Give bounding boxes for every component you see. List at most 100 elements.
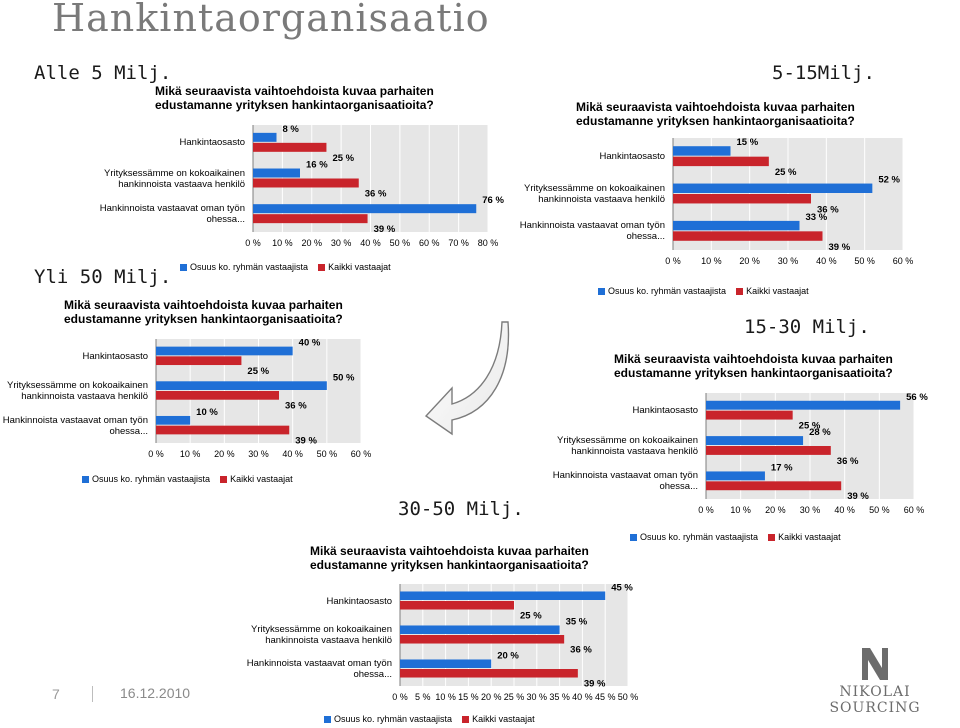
- legend-swatch: [82, 475, 89, 483]
- bar-all-respondents: [156, 391, 279, 400]
- legend-swatch: [220, 475, 228, 483]
- logo-n-icon: [862, 648, 888, 680]
- data-label: 76 %: [482, 195, 504, 206]
- data-label: 35 %: [566, 616, 588, 627]
- bar-all-respondents: [673, 156, 769, 167]
- data-label: 50 %: [333, 372, 355, 383]
- bar-group-share: [253, 204, 477, 214]
- legend-label: Kaikki vastaajat: [328, 262, 391, 272]
- chart-svg: 0 % 10 % 20 % 30 % 40 % 50 % 60 % 56 % 25 %28 % 3…: [698, 392, 928, 515]
- logo-text: NIKOLAI SOURCING: [829, 684, 921, 716]
- data-label: 39 %: [584, 679, 606, 690]
- data-label: 39 %: [847, 491, 869, 502]
- data-label: 28 %: [809, 427, 831, 438]
- bar-group-share: [706, 436, 804, 445]
- category-label: Hankinnoista vastaavat oman työn ohessa.…: [246, 658, 392, 680]
- bar-all-respondents: [400, 669, 578, 678]
- category-label: Yrityksessämme on kokoaikainen hankinnoi…: [7, 380, 148, 402]
- legend-label: Osuus ko. ryhmän vastaajista: [190, 262, 309, 272]
- legend-label: Osuus ko. ryhmän vastaajista: [92, 474, 211, 484]
- legend-swatch: [736, 287, 744, 295]
- legend-item: Kaikki vastaajat: [220, 474, 293, 484]
- chart-legend: Osuus ko. ryhmän vastaajista Kaikki vasta…: [180, 262, 391, 272]
- x-tick-label: 50 %: [317, 449, 338, 459]
- data-label: 36 %: [285, 401, 307, 412]
- curved-arrow-icon: [424, 321, 510, 436]
- x-tick-label: 40 %: [816, 256, 837, 266]
- legend-swatch: [318, 263, 326, 271]
- chart-svg: 0 % 10 % 20 % 30 % 40 % 50 % 60 % 70 % 80 % 8 % 25…: [245, 124, 504, 248]
- x-tick-label: 30 %: [778, 256, 799, 266]
- bar-group-share: [706, 471, 765, 481]
- data-label: 56 %: [906, 392, 928, 403]
- x-tick-label: 20 %: [214, 449, 235, 459]
- x-tick-label: 15 %: [458, 692, 479, 702]
- chart-title: Mikä seuraavista vaihtoehdoista kuvaa pa…: [64, 298, 343, 326]
- legend-item: Kaikki vastaajat: [768, 532, 841, 542]
- x-tick-label: 35 %: [549, 692, 570, 702]
- category-label: Hankinnoista vastaavat oman työn ohessa.…: [519, 220, 665, 243]
- legend-label: Kaikki vastaajat: [230, 474, 293, 484]
- bar-group-share: [156, 415, 191, 425]
- data-label: 39 %: [829, 242, 851, 253]
- page-number: 7: [52, 686, 60, 702]
- data-label: 36 %: [837, 456, 859, 467]
- slide-title: Hankintaorganisaatio: [52, 0, 490, 40]
- data-label: 40 %: [299, 338, 321, 349]
- data-label: 25 %: [775, 167, 797, 178]
- x-tick-label: 20 %: [739, 256, 760, 266]
- data-label: 15 %: [737, 137, 759, 148]
- x-tick-label: 10 %: [180, 449, 201, 459]
- legend-label: Kaikki vastaajat: [746, 286, 809, 296]
- data-label: 33 %: [806, 212, 828, 223]
- x-tick-label: 20 %: [765, 505, 786, 515]
- x-tick-label: 30 %: [527, 692, 548, 702]
- chart-legend: Osuus ko. ryhmän vastaajista Kaikki vasta…: [82, 474, 293, 484]
- data-label: 17 %: [771, 462, 793, 473]
- category-label: Hankintaosasto: [632, 405, 698, 417]
- bar-all-respondents: [253, 178, 359, 188]
- data-label: 36 %: [365, 188, 387, 199]
- x-tick-label: 10 %: [435, 692, 456, 702]
- chart-30-50-milj: Mikä seuraavista vaihtoehdoista kuvaa pa…: [244, 544, 678, 726]
- legend-item: Kaikki vastaajat: [736, 286, 809, 296]
- x-tick-label: 60 %: [904, 505, 925, 515]
- bar-group-share: [156, 381, 327, 390]
- bar-all-respondents: [706, 410, 793, 420]
- bar-all-respondents: [253, 214, 368, 224]
- bar-all-respondents: [706, 446, 831, 455]
- segment-label-5-15: 5-15Milj.: [772, 62, 875, 84]
- legend-label: Osuus ko. ryhmän vastaajista: [608, 286, 727, 296]
- chart-15-30-milj: Mikä seuraavista vaihtoehdoista kuvaa pa…: [548, 352, 960, 542]
- bar-group-share: [400, 625, 560, 634]
- chart-legend: Osuus ko. ryhmän vastaajista Kaikki vasta…: [630, 532, 841, 542]
- chart-svg: 0 % 10 % 20 % 30 % 40 % 50 % 60 % 15 % 25 % 52 % 3…: [665, 137, 913, 266]
- bar-all-respondents: [673, 194, 811, 204]
- chart-title: Mikä seuraavista vaihtoehdoista kuvaa pa…: [614, 352, 893, 380]
- footer-divider: [92, 686, 93, 702]
- legend-swatch: [324, 715, 331, 723]
- x-tick-label: 0 %: [148, 449, 164, 459]
- legend-swatch: [462, 715, 470, 723]
- legend-item: Osuus ko. ryhmän vastaajista: [630, 532, 758, 542]
- legend-item: Osuus ko. ryhmän vastaajista: [180, 262, 308, 272]
- x-tick-label: 10 %: [272, 238, 293, 248]
- x-tick-label: 70 %: [448, 238, 469, 248]
- segment-label-alle5: Alle 5 Milj.: [34, 62, 172, 84]
- category-label: Hankinnoista vastaavat oman työn ohessa.…: [552, 470, 698, 493]
- bar-all-respondents: [673, 231, 823, 241]
- x-tick-label: 60 %: [419, 238, 440, 248]
- x-tick-label: 30 %: [248, 449, 269, 459]
- data-label: 8 %: [283, 124, 300, 135]
- x-tick-label: 25 %: [504, 692, 525, 702]
- legend-swatch: [768, 533, 776, 541]
- x-tick-label: 50 %: [854, 256, 875, 266]
- category-label: Yrityksessämme on kokoaikainen hankinnoi…: [524, 183, 665, 205]
- bar-all-respondents: [156, 425, 290, 435]
- x-tick-label: 0 %: [245, 238, 261, 248]
- bar-group-share: [253, 132, 277, 142]
- category-label: Yrityksessämme on kokoaikainen hankinnoi…: [104, 167, 245, 190]
- footer-date: 16.12.2010: [120, 685, 191, 701]
- bar-group-share: [400, 659, 492, 668]
- legend-label: Osuus ko. ryhmän vastaajista: [640, 532, 759, 542]
